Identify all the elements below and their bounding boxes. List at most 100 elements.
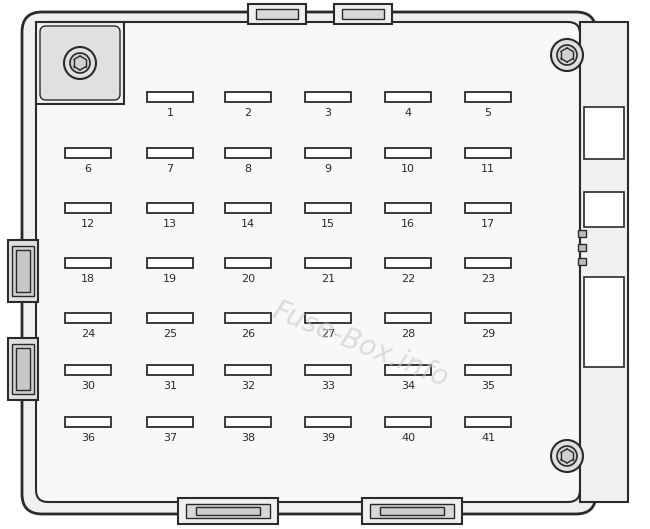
- FancyBboxPatch shape: [36, 22, 580, 502]
- Text: 15: 15: [321, 219, 335, 229]
- Text: 14: 14: [241, 219, 255, 229]
- Bar: [580, 22, 628, 502]
- Text: 20: 20: [241, 274, 255, 284]
- Bar: [578, 244, 586, 251]
- Bar: [584, 277, 624, 367]
- Text: 31: 31: [163, 381, 177, 391]
- Bar: [65, 417, 111, 427]
- Text: 35: 35: [481, 381, 495, 391]
- Text: 10: 10: [401, 164, 415, 174]
- Text: 17: 17: [481, 219, 495, 229]
- Text: 33: 33: [321, 381, 335, 391]
- Text: 21: 21: [321, 274, 335, 284]
- Text: 12: 12: [81, 219, 95, 229]
- Text: 36: 36: [81, 433, 95, 443]
- Text: 34: 34: [401, 381, 415, 391]
- Bar: [385, 365, 431, 375]
- Bar: [584, 192, 624, 227]
- Bar: [380, 507, 444, 515]
- Bar: [578, 258, 586, 265]
- Bar: [196, 507, 260, 515]
- Bar: [305, 365, 351, 375]
- Bar: [465, 313, 511, 323]
- Bar: [305, 148, 351, 158]
- Bar: [465, 148, 511, 158]
- Circle shape: [557, 446, 577, 466]
- Bar: [385, 313, 431, 323]
- Bar: [16, 348, 30, 390]
- Circle shape: [64, 47, 96, 79]
- Text: 30: 30: [81, 381, 95, 391]
- Bar: [334, 4, 392, 24]
- Bar: [16, 250, 30, 292]
- Bar: [465, 417, 511, 427]
- Bar: [465, 258, 511, 268]
- Text: 26: 26: [241, 329, 255, 339]
- Bar: [465, 203, 511, 213]
- Text: 6: 6: [84, 164, 92, 174]
- Circle shape: [557, 45, 577, 65]
- Bar: [305, 417, 351, 427]
- Text: 39: 39: [321, 433, 335, 443]
- Bar: [385, 203, 431, 213]
- Text: 27: 27: [321, 329, 335, 339]
- Bar: [385, 258, 431, 268]
- Bar: [578, 230, 586, 237]
- Bar: [225, 258, 271, 268]
- Text: 16: 16: [401, 219, 415, 229]
- Bar: [65, 365, 111, 375]
- Text: Fuse-Box.info: Fuse-Box.info: [268, 297, 452, 393]
- Text: 19: 19: [163, 274, 177, 284]
- Bar: [147, 258, 193, 268]
- Bar: [225, 417, 271, 427]
- Bar: [225, 148, 271, 158]
- Text: 4: 4: [404, 108, 411, 118]
- Bar: [465, 92, 511, 102]
- Bar: [465, 365, 511, 375]
- Text: 23: 23: [481, 274, 495, 284]
- Bar: [385, 92, 431, 102]
- Bar: [147, 313, 193, 323]
- Bar: [147, 417, 193, 427]
- Bar: [305, 92, 351, 102]
- Text: 29: 29: [481, 329, 495, 339]
- Text: 11: 11: [481, 164, 495, 174]
- Text: 25: 25: [163, 329, 177, 339]
- Text: 3: 3: [324, 108, 332, 118]
- Text: 8: 8: [244, 164, 252, 174]
- Text: 37: 37: [163, 433, 177, 443]
- Bar: [225, 365, 271, 375]
- Bar: [248, 4, 306, 24]
- Bar: [178, 498, 278, 524]
- Text: 2: 2: [244, 108, 252, 118]
- Bar: [147, 148, 193, 158]
- Text: 24: 24: [81, 329, 95, 339]
- Circle shape: [551, 440, 583, 472]
- Bar: [305, 258, 351, 268]
- Bar: [65, 258, 111, 268]
- Bar: [385, 417, 431, 427]
- FancyBboxPatch shape: [40, 26, 120, 100]
- Bar: [342, 9, 384, 19]
- Circle shape: [70, 53, 90, 73]
- Text: 13: 13: [163, 219, 177, 229]
- Text: 28: 28: [401, 329, 415, 339]
- Text: 7: 7: [166, 164, 174, 174]
- Bar: [362, 498, 462, 524]
- Bar: [36, 22, 124, 104]
- Bar: [8, 240, 38, 302]
- Text: 40: 40: [401, 433, 415, 443]
- Text: 9: 9: [324, 164, 332, 174]
- Bar: [147, 92, 193, 102]
- Bar: [65, 203, 111, 213]
- Text: 1: 1: [166, 108, 174, 118]
- Bar: [385, 148, 431, 158]
- Bar: [225, 203, 271, 213]
- Bar: [65, 313, 111, 323]
- Bar: [225, 313, 271, 323]
- Bar: [256, 9, 298, 19]
- Bar: [186, 504, 270, 518]
- Text: 41: 41: [481, 433, 495, 443]
- Text: 5: 5: [484, 108, 491, 118]
- Bar: [584, 107, 624, 159]
